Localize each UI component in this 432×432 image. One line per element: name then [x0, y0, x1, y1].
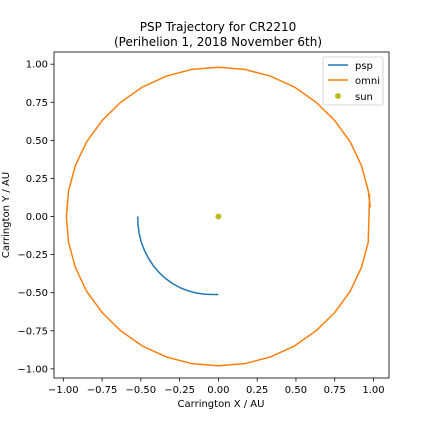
- y-tick-label: 0.25: [26, 174, 48, 185]
- x-tick-label: 0.50: [285, 385, 307, 396]
- legend-psp-label: psp: [355, 61, 373, 72]
- x-tick-label: −0.75: [87, 385, 118, 396]
- series-line-psp: [137, 216, 219, 296]
- y-tick-label: 1.00: [26, 60, 48, 71]
- y-tick-label: 0.50: [26, 136, 48, 147]
- y-tick-label: 0.75: [26, 98, 48, 109]
- x-tick-label: −0.50: [126, 385, 157, 396]
- plot-frame: [53, 51, 390, 379]
- x-tick-label: −0.25: [164, 385, 195, 396]
- x-tick-label: 0.25: [246, 385, 268, 396]
- x-tick-label: 0.00: [207, 385, 229, 396]
- y-tick-label: −0.50: [17, 288, 48, 299]
- series-line-omni: [65, 66, 372, 367]
- y-axis-label: Carrington Y / AU: [1, 172, 12, 258]
- x-tick-label: 1.00: [362, 385, 384, 396]
- x-tick-label: 0.75: [324, 385, 346, 396]
- y-axis: −1.00 −0.75 −0.50 −0.25 0.00 0.25 0.50 0.75 1.00: [17, 60, 54, 375]
- y-tick-label: 0.00: [26, 212, 48, 223]
- point-sun: [215, 213, 222, 220]
- legend-omni-label: omni: [355, 76, 380, 87]
- chart-title: PSP Trajectory for CR2210: [140, 20, 297, 34]
- x-axis-label: Carrington X / AU: [178, 399, 265, 410]
- x-tick-label: −1.00: [48, 385, 79, 396]
- chart-subtitle: (Perihelion 1, 2018 November 6th): [114, 35, 322, 49]
- y-tick-label: −0.75: [17, 326, 48, 337]
- legend-sun-marker: [335, 93, 341, 99]
- y-tick-label: −0.25: [17, 250, 48, 261]
- y-tick-label: −1.00: [17, 364, 48, 375]
- x-axis: −1.00 −0.75 −0.50 −0.25 0.00 0.25 0.50 0.75 1.00: [48, 378, 385, 396]
- plot-area: [53, 51, 390, 379]
- legend-sun-label: sun: [355, 92, 373, 103]
- legend: psp omni sun: [322, 56, 384, 106]
- series-layer: [65, 66, 372, 367]
